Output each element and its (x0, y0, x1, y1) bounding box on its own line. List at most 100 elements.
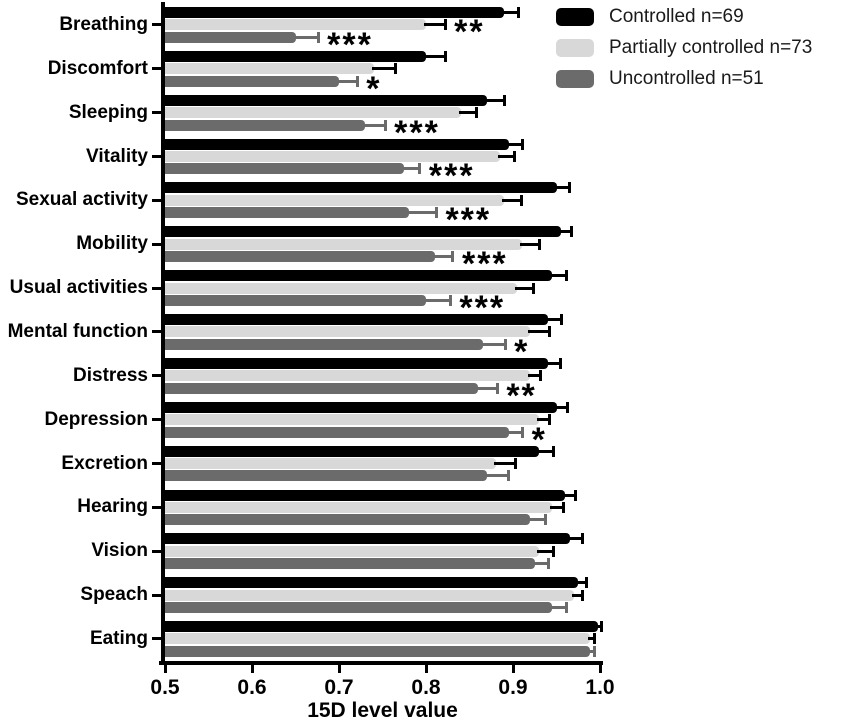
error-cap (551, 445, 555, 457)
bar-row (165, 633, 602, 645)
bar (165, 514, 531, 526)
error-bar (432, 255, 453, 259)
bar (165, 633, 590, 645)
bar-row: *** (165, 28, 602, 62)
y-axis-tick (152, 286, 161, 290)
bar-row (165, 645, 602, 657)
bar (165, 414, 540, 426)
bar (165, 338, 483, 350)
x-tick (337, 665, 341, 673)
bar-row (165, 107, 602, 119)
error-bar (402, 167, 420, 171)
category-label: Distress (0, 354, 165, 398)
bar-group: Discomfort * (0, 47, 602, 106)
error-cap (581, 589, 585, 601)
bar-row: ** (165, 15, 602, 49)
legend-swatch-uncontrolled (556, 70, 594, 88)
bar-row (165, 470, 602, 482)
bar-row (165, 314, 602, 326)
error-cap (514, 458, 518, 470)
bar-row (165, 270, 602, 282)
bar-group: Mobility *** (0, 222, 602, 281)
bar-row: *** (165, 247, 602, 281)
legend-item: Partially controlled n=73 (556, 37, 812, 58)
bar-group: Sexual activity *** (0, 178, 602, 237)
bar-group: Sleeping *** (0, 91, 602, 150)
error-cap (543, 514, 547, 526)
bar-row: * (165, 335, 602, 369)
bar-group: Speach (0, 573, 602, 617)
error-cap (521, 138, 525, 150)
error-cap (316, 31, 320, 43)
error-bar (480, 342, 506, 346)
error-bar (493, 462, 516, 466)
bar-group: Vitality *** (0, 135, 602, 193)
bars-cell (165, 442, 602, 486)
bars-cell: *** (165, 91, 602, 150)
error-cap (537, 238, 541, 250)
error-bar (550, 605, 567, 609)
y-axis-tick (152, 462, 161, 466)
bar-row (165, 601, 602, 613)
error-cap (564, 601, 568, 613)
category-label: Eating (0, 617, 165, 661)
x-axis-line (159, 661, 603, 665)
error-cap (394, 63, 398, 75)
error-bar (506, 430, 523, 434)
bars-cell: ** *** (165, 3, 602, 62)
error-bar (371, 67, 396, 71)
error-bar (563, 493, 576, 497)
category-label: Vision (0, 529, 165, 573)
bar-row (165, 545, 602, 557)
error-bar (337, 79, 358, 83)
bar (165, 470, 487, 482)
error-bar (497, 155, 515, 158)
error-cap (561, 501, 565, 513)
error-bar (550, 505, 564, 509)
error-cap (448, 294, 452, 306)
error-bar (528, 374, 541, 378)
error-cap (383, 119, 387, 131)
error-cap (539, 370, 543, 382)
error-bar (363, 123, 386, 127)
bar-row (165, 401, 602, 413)
bar-row (165, 226, 602, 238)
error-bar (554, 405, 568, 409)
x-tick-label: 0.5 (150, 676, 180, 699)
bar (165, 270, 553, 282)
error-bar (484, 474, 509, 478)
bar (165, 294, 426, 306)
y-axis-tick (152, 549, 161, 553)
category-label: Usual activities (0, 266, 165, 310)
bar (165, 489, 566, 501)
error-cap (551, 545, 555, 557)
bar (165, 119, 366, 131)
error-bar (424, 298, 451, 302)
y-axis-tick (152, 23, 161, 27)
category-label: Excretion (0, 442, 165, 486)
error-bar (587, 637, 595, 641)
legend-label: Controlled n=69 (609, 6, 744, 27)
category-label: Mental function (0, 310, 165, 354)
bar (165, 19, 426, 31)
bars-cell (165, 529, 602, 573)
bar-row: *** (165, 291, 602, 325)
legend-swatch-partially-controlled (556, 39, 594, 57)
bar (165, 589, 574, 601)
x-tick-label: 1.0 (585, 676, 615, 699)
y-axis-tick (152, 637, 161, 641)
category-label: Sleeping (0, 91, 165, 135)
y-axis-spine (161, 2, 165, 664)
bars-cell: * (165, 47, 602, 106)
error-bar (596, 625, 602, 629)
x-tick-label: 0.9 (498, 676, 528, 699)
bar-group: Breathing ** *** (0, 3, 602, 62)
category-label: Hearing (0, 485, 165, 529)
error-cap (547, 558, 551, 570)
bar-row (165, 514, 602, 526)
x-tick (511, 665, 515, 673)
error-cap (418, 163, 422, 175)
error-bar (519, 242, 540, 246)
category-label: Depression (0, 398, 165, 442)
y-axis-tick (152, 418, 161, 422)
